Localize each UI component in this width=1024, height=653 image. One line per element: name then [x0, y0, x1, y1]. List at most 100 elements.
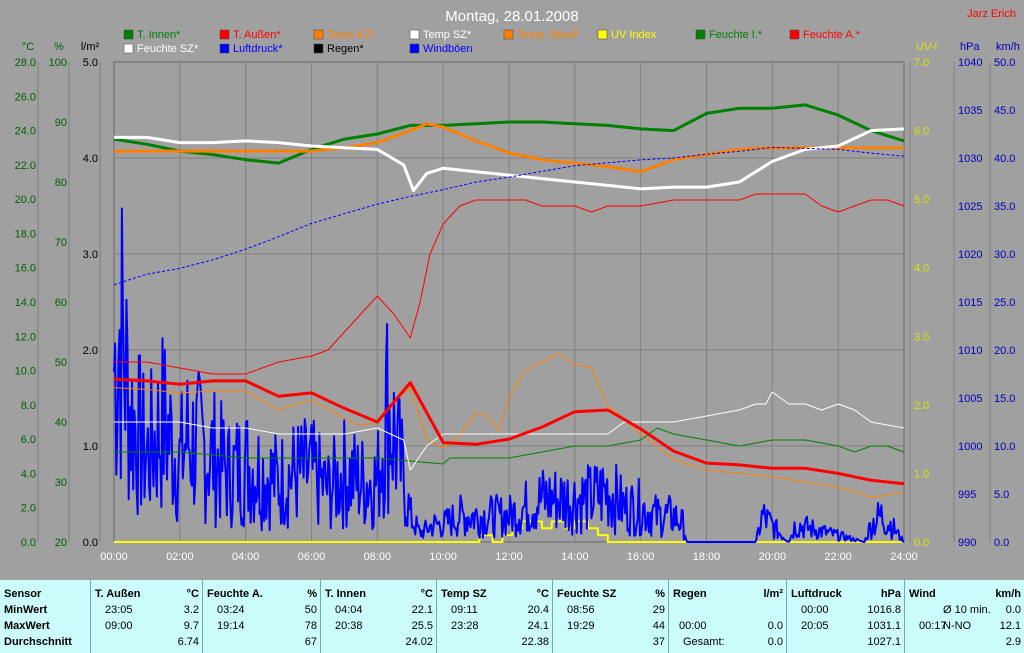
series-line	[114, 193, 905, 375]
legend-label: Feuchte SZ*	[137, 43, 199, 55]
summary-header: T. Innen	[325, 588, 366, 600]
legend-item: UV Index	[597, 29, 657, 41]
legend: T. Innen* T. Außen* Temp KZ* Temp SZ* Temp. …	[123, 29, 861, 55]
axis-tick-label: 50	[55, 357, 67, 369]
summary-header: T. Außen	[95, 588, 141, 600]
axis-tick-label: 30.0	[994, 249, 1015, 261]
chart-title: Montag, 28.01.2008	[445, 8, 578, 25]
x-tick-label: 16:00	[627, 551, 655, 563]
axis-tick-label: 20.0	[994, 345, 1015, 357]
axis-tick-label: 70	[55, 237, 67, 249]
series-line	[113, 377, 905, 486]
left-axes: °C 0.0 2.0 4.0 6.0 8.0 10.0 12.0 14.0 16.0 18.0 20.…	[15, 41, 101, 549]
legend-item: Feuchte SZ*	[123, 43, 199, 55]
axis-unit: °C	[22, 41, 34, 53]
legend-item: Windböen	[409, 43, 473, 55]
legend-label: T. Außen*	[233, 29, 281, 41]
axis-tick-label: 2.0	[914, 400, 929, 412]
series-line	[114, 520, 904, 543]
summary-cell: 09:00	[105, 620, 133, 632]
axis-tick-label: 1000	[958, 441, 982, 453]
axis-tick-label: 14.0	[15, 297, 36, 309]
summary-unit: %	[307, 588, 317, 600]
summary-column: Luftdruck hPa 00:00 1016.8 20:05 1031.1 1027.1	[786, 580, 905, 653]
summary-value: 0.0	[1005, 604, 1021, 616]
x-tick-label: 04:00	[232, 551, 260, 563]
right-axis: km/h 0.0 5.0 10.0 15.0 20.0 25.0 30.0 35.0 40.0 45…	[989, 41, 1020, 549]
x-axis: 00:00 02:00 04:00 06:00 08:00 10:00 12:00 14:00…	[100, 551, 918, 563]
axis-tick-label: 1010	[958, 345, 982, 357]
axis-tick-label: 40.0	[994, 153, 1015, 165]
axis-tick-label: 1.0	[83, 441, 98, 453]
summary-cell: 00:00	[801, 604, 829, 616]
summary-unit: km/h	[995, 588, 1021, 600]
summary-cell: N-NO	[943, 620, 972, 632]
summary-header: Feuchte SZ	[557, 588, 617, 600]
series-group	[113, 103, 905, 543]
axis-tick-label: 0.0	[83, 537, 98, 549]
legend-swatch	[123, 43, 134, 54]
summary-value: 24.1	[527, 620, 549, 632]
summary-cell: MinWert	[4, 604, 48, 616]
axis-tick-label: 5.0	[914, 194, 929, 206]
axis-tick-label: 6.0	[21, 434, 36, 446]
summary-value: 20.4	[527, 604, 549, 616]
summary-value: 24.02	[405, 636, 433, 648]
right-axes: UV-I 0.0 1.0 2.0 3.0 4.0 5.0 6.0 7.0 hPa 990 995 100…	[909, 41, 1020, 549]
x-tick-label: 20:00	[759, 551, 787, 563]
summary-column: Temp SZ °C 09:11 20.4 23:28 24.1 22.38	[436, 580, 553, 653]
legend-item: Feuchte A.*	[789, 29, 861, 41]
legend-label: UV Index	[611, 29, 657, 41]
legend-swatch	[503, 29, 514, 40]
series-line	[113, 146, 905, 286]
summary-header: Feuchte A.	[207, 588, 263, 600]
legend-label: Regen*	[327, 43, 364, 55]
legend-item: Feuchte I.*	[695, 29, 763, 41]
summary-value: 12.1	[999, 620, 1021, 632]
axis-tick-label: 995	[958, 489, 976, 501]
axis-tick-label: 0.0	[21, 537, 36, 549]
axis-tick-label: 8.0	[21, 400, 36, 412]
axis-tick-label: 18.0	[15, 228, 36, 240]
legend-swatch	[409, 43, 420, 54]
summary-table: Sensor MinWert MaxWert Durchschnitt T. Außen…	[0, 580, 1024, 653]
legend-label: Luftdruck*	[233, 43, 283, 55]
left-axis: °C 0.0 2.0 4.0 6.0 8.0 10.0 12.0 14.0 16.0 18.0 20.…	[15, 41, 39, 549]
summary-cell: Gesamt:	[683, 636, 725, 648]
axis-tick-label: 1035	[958, 105, 982, 117]
axis-tick-label: 2.0	[21, 503, 36, 515]
legend-label: T. Innen*	[137, 29, 181, 41]
right-axis: hPa 990 995 1000 1005 1010 1015 1020 1025 1030 103…	[953, 41, 982, 549]
axis-tick-label: 1.0	[914, 468, 929, 480]
axis-tick-label: 20	[55, 537, 67, 549]
axis-unit: l/m²	[81, 41, 100, 53]
axis-tick-label: 3.0	[83, 249, 98, 261]
legend-swatch	[313, 43, 324, 54]
axis-tick-label: 7.0	[914, 57, 929, 69]
summary-header: Wind	[909, 588, 936, 600]
axis-tick-label: 35.0	[994, 201, 1015, 213]
x-tick-label: 22:00	[824, 551, 852, 563]
summary-value: 22.38	[521, 636, 549, 648]
x-tick-label: 12:00	[495, 551, 523, 563]
legend-swatch	[597, 29, 608, 40]
axis-tick-label: 25.0	[994, 297, 1015, 309]
axis-tick-label: 30	[55, 477, 67, 489]
axis-tick-label: 2.0	[83, 345, 98, 357]
summary-value: 6.74	[177, 636, 199, 648]
left-axis: % 20 30 40 50 60 70 80 90 100	[49, 41, 70, 549]
right-axis: UV-I 0.0 1.0 2.0 3.0 4.0 5.0 6.0 7.0	[909, 41, 937, 549]
axis-unit: km/h	[996, 41, 1020, 53]
summary-cell: 09:11	[451, 604, 478, 616]
legend-item: Temp KZ*	[313, 29, 376, 41]
series-line	[113, 352, 905, 498]
series-line	[114, 127, 905, 193]
plot-area	[113, 61, 905, 543]
summary-value: 2.9	[1005, 636, 1021, 648]
summary-value: 44	[652, 620, 665, 632]
x-tick-label: 02:00	[166, 551, 194, 563]
x-tick-label: 06:00	[298, 551, 326, 563]
summary-value: 0.0	[767, 620, 783, 632]
summary-cell: 19:14	[217, 620, 245, 632]
